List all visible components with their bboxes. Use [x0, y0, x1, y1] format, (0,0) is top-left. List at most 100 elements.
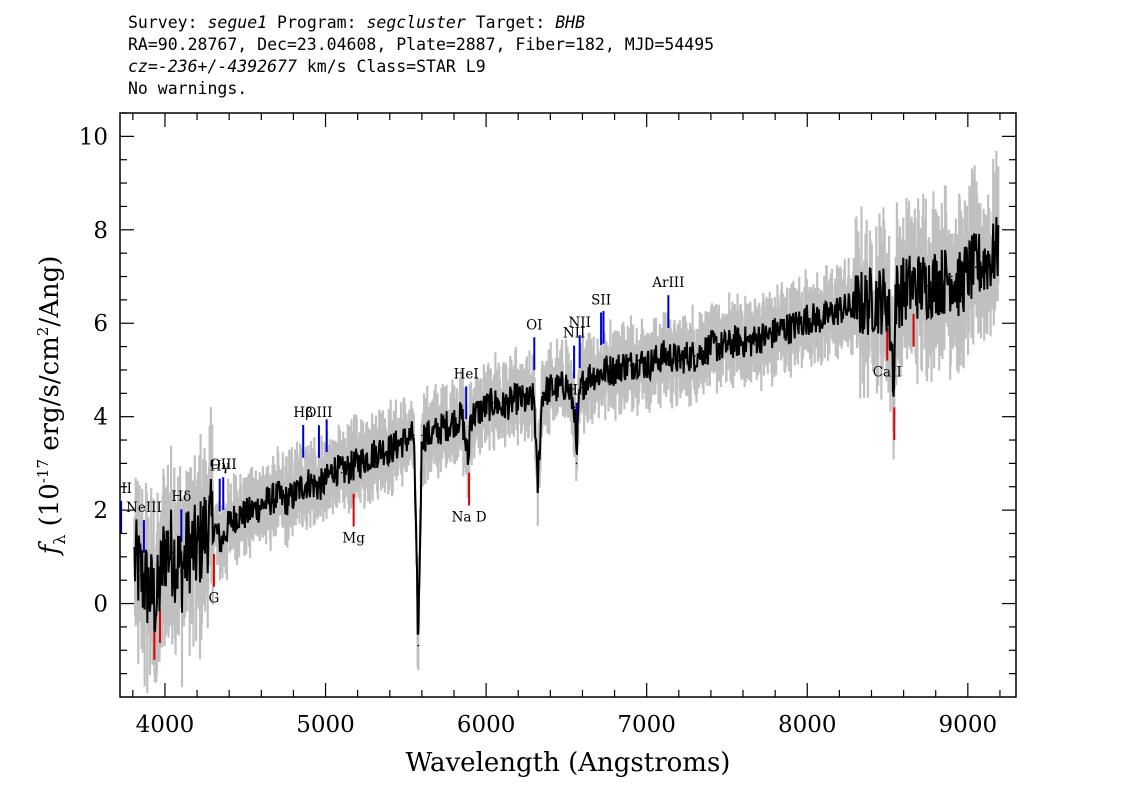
flux-point: [541, 392, 544, 395]
line-label: ArIII: [651, 275, 684, 291]
flux-point: [429, 434, 431, 437]
flux-point: [782, 327, 784, 329]
flux-point: [742, 341, 744, 343]
flux-point: [292, 495, 295, 497]
flux-point: [578, 397, 581, 399]
flux-point: [148, 588, 150, 591]
flux-point: [140, 574, 142, 577]
flux-point: [228, 523, 230, 525]
flux-point: [806, 317, 809, 320]
y-tick-label: 4: [93, 405, 108, 431]
flux-point: [284, 499, 287, 502]
flux-point: [308, 481, 311, 483]
header-line-2: RA=90.28767, Dec=23.04608, Plate=2887, F…: [128, 35, 715, 54]
flux-point: [421, 434, 423, 437]
flux-point: [605, 369, 608, 371]
flux-point: [536, 490, 539, 493]
flux-point: [549, 387, 552, 390]
line-label: OIII: [305, 405, 332, 421]
flux-point: [629, 364, 632, 367]
flux-point: [750, 341, 752, 343]
flux-point: [677, 359, 680, 362]
line-label: OIII: [210, 457, 237, 473]
flux-point: [172, 551, 174, 553]
flux-point: [396, 443, 399, 446]
flux-point: [525, 401, 528, 404]
flux-point: [557, 387, 560, 390]
flux-series: [133, 216, 1000, 647]
flux-point: [236, 513, 239, 516]
flux-point: [204, 528, 206, 530]
error-band-path: [133, 150, 1000, 694]
flux-point: [509, 401, 511, 404]
x-tick-label: 9000: [939, 712, 998, 738]
flux-point: [726, 345, 728, 348]
header-line-3: cz=-236+/-4392677 km/s Class=STAR L9: [128, 57, 486, 76]
flux-point: [910, 285, 913, 287]
line-label: OI: [526, 317, 542, 333]
x-axis-title: Wavelength (Angstroms): [406, 748, 731, 778]
flux-point: [268, 499, 271, 502]
flux-point: [220, 542, 222, 544]
flux-point: [878, 299, 881, 301]
flux-point: [661, 355, 664, 357]
header-line-1: Survey: segue1 Program: segcluster Targe…: [128, 13, 586, 32]
line-label: Na D: [452, 509, 487, 525]
flux-point: [942, 280, 945, 282]
target-value: BHB: [555, 13, 586, 32]
flux-point: [669, 355, 672, 357]
flux-point: [886, 299, 889, 301]
flux-point: [967, 271, 969, 273]
flux-point: [710, 345, 712, 348]
line-label: OII: [110, 481, 132, 497]
flux-point: [453, 420, 455, 423]
flux-point: [477, 411, 479, 413]
flux-point: [575, 462, 578, 465]
flux-point: [822, 317, 825, 320]
flux-point: [637, 359, 640, 362]
flux-point: [838, 308, 841, 311]
flux-point: [862, 303, 865, 306]
flux-line: [133, 216, 1000, 635]
program-value: segcluster: [366, 13, 466, 32]
flux-point: [997, 247, 1000, 250]
flux-point: [196, 551, 198, 553]
flux-point: [758, 336, 760, 339]
flux-point: [565, 383, 568, 385]
flux-point: [485, 406, 487, 409]
line-label: NII: [568, 315, 590, 331]
flux-point: [469, 415, 471, 418]
flux-point: [501, 406, 503, 409]
flux-point: [846, 308, 849, 311]
x-tick-label: 7000: [617, 712, 676, 738]
flux-point: [694, 355, 696, 357]
flux-point: [926, 285, 929, 287]
flux-point: [324, 481, 327, 483]
axis-ticks: 4000 5000 6000 7000 8000 9000 0 2 4 6 8 10: [79, 112, 1016, 738]
flux-point: [533, 397, 536, 399]
flux-point: [356, 462, 359, 465]
flux-point: [790, 327, 792, 329]
flux-point: [581, 383, 584, 385]
flux-point: [854, 303, 857, 306]
flux-point: [445, 425, 447, 427]
line-label: G: [209, 591, 220, 607]
flux-point: [621, 364, 624, 367]
flux-point: [437, 429, 439, 432]
flux-point: [133, 560, 136, 563]
y-axis-title: fλ (10-17 erg/s/cm2/Ang): [34, 256, 69, 557]
flux-point: [902, 289, 905, 292]
y-tick-label: 6: [93, 311, 108, 337]
flux-point: [180, 570, 182, 572]
line-label: SII: [591, 292, 611, 308]
flux-point: [332, 467, 335, 469]
flux-point: [188, 546, 190, 549]
flux-point: [276, 495, 279, 497]
flux-point: [830, 313, 833, 315]
flux-point: [300, 485, 303, 488]
flux-point: [718, 345, 720, 348]
line-label: Hβ: [293, 405, 313, 421]
flux-point: [934, 280, 937, 282]
flux-point: [958, 285, 961, 287]
